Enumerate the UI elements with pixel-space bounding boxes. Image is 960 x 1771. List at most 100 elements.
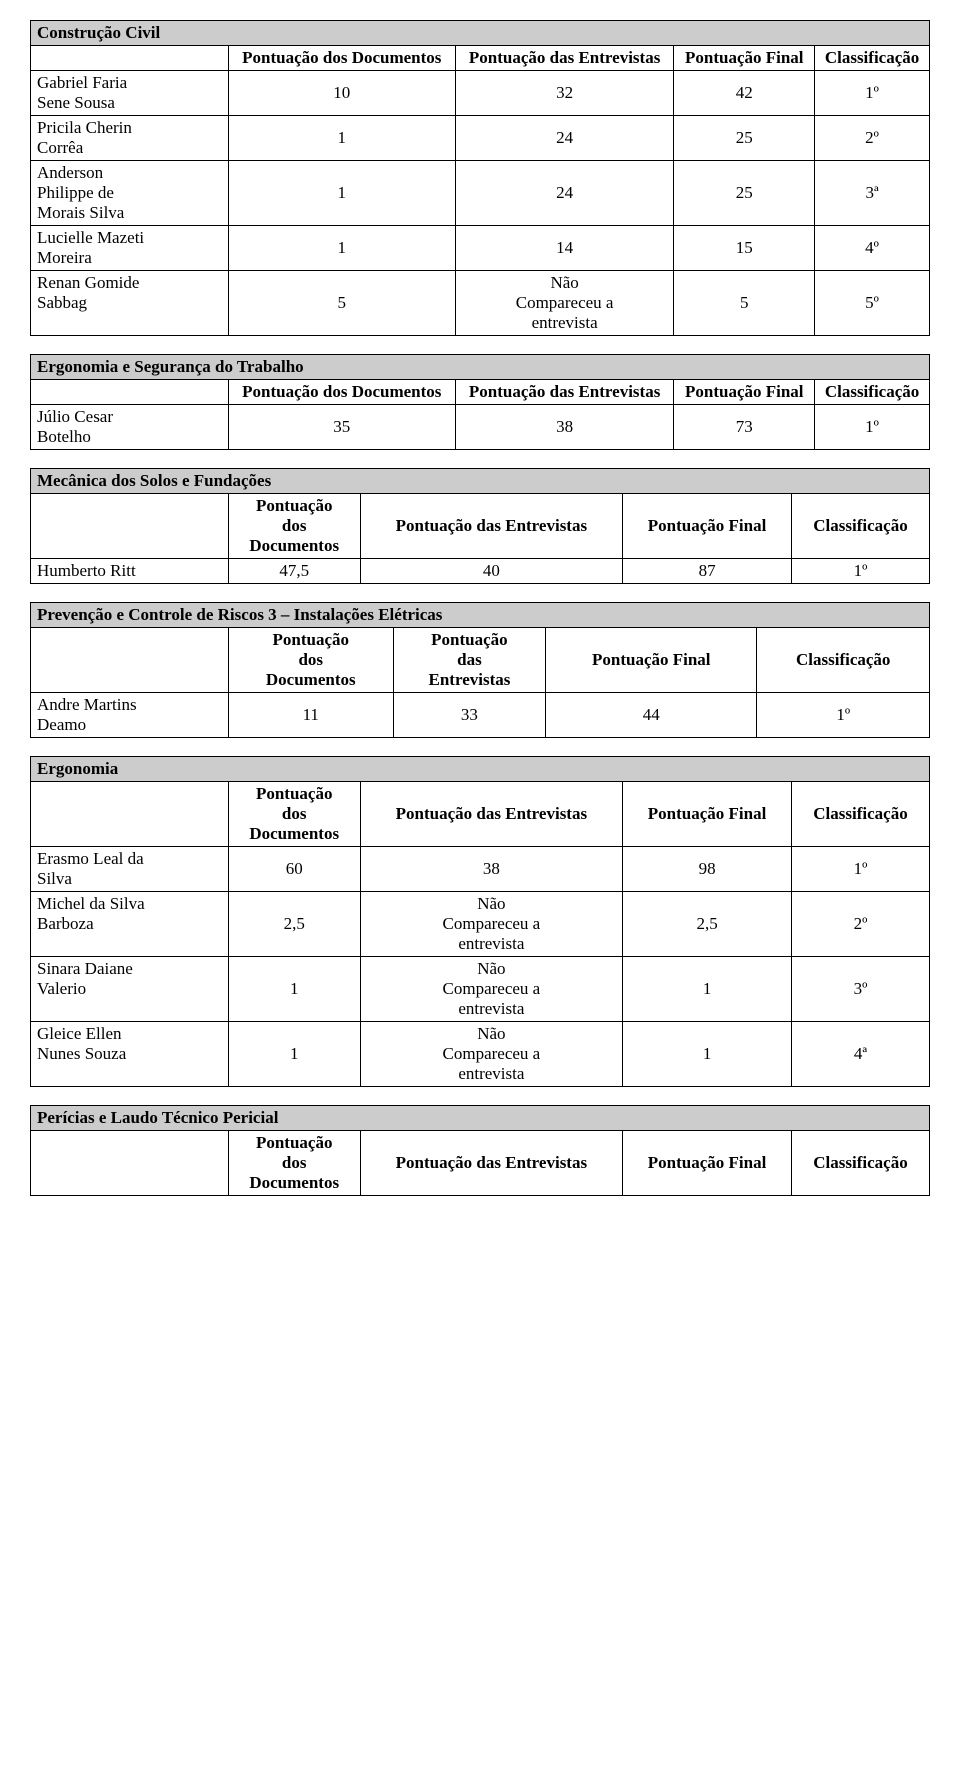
header-classificacao: Classificação (815, 46, 930, 71)
cell-classificacao: 1º (815, 71, 930, 116)
cell-final: 87 (623, 559, 792, 584)
cell-final: 42 (674, 71, 815, 116)
cell-name: Júlio CesarBotelho (31, 405, 229, 450)
cell-name: Renan GomideSabbag (31, 271, 229, 336)
header-classificacao: Classificação (792, 782, 930, 847)
table-row: Erasmo Leal daSilva6038981º (31, 847, 930, 892)
cell-classificacao: 3º (792, 957, 930, 1022)
result-table: Prevenção e Controle de Riscos 3 – Insta… (30, 602, 930, 738)
cell-docs: 1 (228, 1022, 360, 1087)
header-blank (31, 494, 229, 559)
header-classificacao: Classificação (792, 1131, 930, 1196)
cell-final: 2,5 (623, 892, 792, 957)
cell-name: Andre MartinsDeamo (31, 693, 229, 738)
cell-name: AndersonPhilippe deMorais Silva (31, 161, 229, 226)
cell-classificacao: 5º (815, 271, 930, 336)
cell-name: Sinara DaianeValerio (31, 957, 229, 1022)
header-blank (31, 1131, 229, 1196)
cell-classificacao: 1º (815, 405, 930, 450)
cell-classificacao: 2º (792, 892, 930, 957)
cell-entrevistas: 40 (360, 559, 622, 584)
header-docs: Pontuação dos Documentos (228, 46, 455, 71)
header-docs: PontuaçãodosDocumentos (228, 1131, 360, 1196)
cell-entrevistas: NãoCompareceu aentrevista (360, 892, 622, 957)
table-title: Perícias e Laudo Técnico Pericial (31, 1106, 930, 1131)
tables-container: Construção Civil Pontuação dos Documento… (30, 20, 930, 1196)
table-title: Ergonomia e Segurança do Trabalho (31, 355, 930, 380)
cell-final: 5 (674, 271, 815, 336)
header-docs: PontuaçãodosDocumentos (228, 782, 360, 847)
cell-name: Humberto Ritt (31, 559, 229, 584)
header-classificacao: Classificação (757, 628, 930, 693)
cell-classificacao: 3ª (815, 161, 930, 226)
header-blank (31, 46, 229, 71)
cell-entrevistas: 24 (455, 161, 674, 226)
cell-entrevistas: NãoCompareceu aentrevista (360, 1022, 622, 1087)
header-entrevistas: Pontuação das Entrevistas (455, 380, 674, 405)
header-final: Pontuação Final (623, 1131, 792, 1196)
result-table: Construção Civil Pontuação dos Documento… (30, 20, 930, 336)
header-entrevistas: Pontuação das Entrevistas (360, 1131, 622, 1196)
table-row: Renan GomideSabbag5NãoCompareceu aentrev… (31, 271, 930, 336)
cell-classificacao: 1º (792, 847, 930, 892)
table-title: Prevenção e Controle de Riscos 3 – Insta… (31, 603, 930, 628)
cell-name: Gabriel FariaSene Sousa (31, 71, 229, 116)
table-row: Júlio CesarBotelho3538731º (31, 405, 930, 450)
header-entrevistas: Pontuação das Entrevistas (455, 46, 674, 71)
cell-entrevistas: 14 (455, 226, 674, 271)
cell-classificacao: 2º (815, 116, 930, 161)
cell-name: Gleice EllenNunes Souza (31, 1022, 229, 1087)
header-final: Pontuação Final (623, 782, 792, 847)
cell-docs: 5 (228, 271, 455, 336)
cell-entrevistas: 24 (455, 116, 674, 161)
cell-docs: 35 (228, 405, 455, 450)
cell-final: 1 (623, 957, 792, 1022)
cell-classificacao: 1º (757, 693, 930, 738)
header-entrevistas: Pontuação das Entrevistas (360, 782, 622, 847)
cell-entrevistas: 38 (360, 847, 622, 892)
cell-docs: 1 (228, 161, 455, 226)
header-entrevistas: Pontuação das Entrevistas (360, 494, 622, 559)
result-table: Ergonomia e Segurança do Trabalho Pontua… (30, 354, 930, 450)
header-blank (31, 628, 229, 693)
cell-entrevistas: NãoCompareceu aentrevista (360, 957, 622, 1022)
cell-docs: 2,5 (228, 892, 360, 957)
table-title: Mecânica dos Solos e Fundações (31, 469, 930, 494)
header-final: Pontuação Final (546, 628, 757, 693)
cell-docs: 10 (228, 71, 455, 116)
header-classificacao: Classificação (792, 494, 930, 559)
table-row: Gleice EllenNunes Souza1NãoCompareceu ae… (31, 1022, 930, 1087)
header-entrevistas: PontuaçãodasEntrevistas (393, 628, 545, 693)
cell-docs: 60 (228, 847, 360, 892)
cell-docs: 47,5 (228, 559, 360, 584)
cell-classificacao: 4ª (792, 1022, 930, 1087)
table-row: Michel da SilvaBarboza2,5NãoCompareceu a… (31, 892, 930, 957)
result-table: Ergonomia PontuaçãodosDocumentosPontuaçã… (30, 756, 930, 1087)
cell-classificacao: 1º (792, 559, 930, 584)
table-title: Construção Civil (31, 21, 930, 46)
header-docs: Pontuação dos Documentos (228, 380, 455, 405)
table-row: Gabriel FariaSene Sousa1032421º (31, 71, 930, 116)
cell-name: Pricila CherinCorrêa (31, 116, 229, 161)
cell-entrevistas: 32 (455, 71, 674, 116)
cell-final: 25 (674, 161, 815, 226)
header-final: Pontuação Final (674, 46, 815, 71)
header-final: Pontuação Final (674, 380, 815, 405)
table-row: AndersonPhilippe deMorais Silva124253ª (31, 161, 930, 226)
header-final: Pontuação Final (623, 494, 792, 559)
table-row: Pricila CherinCorrêa124252º (31, 116, 930, 161)
cell-entrevistas: 33 (393, 693, 545, 738)
table-row: Humberto Ritt47,540871º (31, 559, 930, 584)
header-classificacao: Classificação (815, 380, 930, 405)
cell-final: 1 (623, 1022, 792, 1087)
header-docs: PontuaçãodosDocumentos (228, 628, 393, 693)
result-table: Mecânica dos Solos e Fundações Pontuação… (30, 468, 930, 584)
cell-docs: 1 (228, 226, 455, 271)
cell-final: 15 (674, 226, 815, 271)
cell-name: Erasmo Leal daSilva (31, 847, 229, 892)
result-table: Perícias e Laudo Técnico Pericial Pontua… (30, 1105, 930, 1196)
cell-classificacao: 4º (815, 226, 930, 271)
cell-name: Michel da SilvaBarboza (31, 892, 229, 957)
cell-entrevistas: 38 (455, 405, 674, 450)
cell-final: 73 (674, 405, 815, 450)
